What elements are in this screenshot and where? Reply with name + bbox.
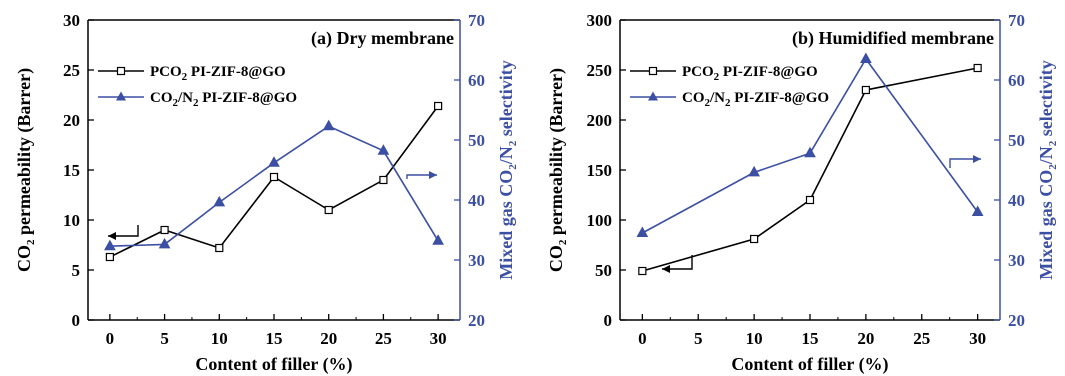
y-left-axis-label: CO2 permeability (Barrer): [14, 68, 37, 272]
data-point-triangle: [158, 237, 171, 249]
data-point-triangle: [213, 195, 226, 207]
series-line-2: [109, 125, 439, 247]
x-tick-label: 20: [857, 329, 874, 348]
data-point-square: [638, 266, 647, 276]
y-left-tick-label: 50: [595, 261, 612, 280]
x-tick-label: 5: [694, 329, 703, 348]
data-point-square: [324, 205, 333, 215]
x-tick-label: 5: [160, 329, 169, 348]
y-left-tick-label: 20: [63, 111, 80, 130]
y-left-tick-label: 15: [63, 161, 80, 180]
legend-label: PCO2 PI-ZIF-8@GO: [682, 64, 818, 83]
chart-panel-b: 0 5 10 15 20 25 300501001502002503002030405060…: [546, 11, 1059, 375]
data-point-square: [379, 175, 388, 185]
y-left-tick-label: 30: [63, 11, 80, 30]
y-right-tick-label: 20: [468, 311, 485, 330]
left-axis-arrow: [108, 225, 139, 237]
panel-label: (a) Dry membrane: [311, 28, 454, 49]
arrow-head: [973, 155, 981, 163]
data-point-triangle: [748, 165, 760, 177]
x-tick-label: 0: [638, 329, 647, 348]
x-tick-label: 25: [375, 329, 392, 348]
y-left-tick-label: 25: [63, 61, 80, 80]
y-right-tick-label: 60: [468, 71, 485, 90]
legend-label: CO2/N2 PI-ZIF-8@GO: [150, 90, 297, 109]
x-axis-label: Content of filler (%): [731, 354, 888, 375]
data-point-square: [434, 101, 443, 111]
y-right-axis-label: Mixed gas CO2/N2 selectivity: [496, 60, 519, 279]
arrow-head: [108, 232, 116, 240]
data-point-square: [215, 243, 224, 253]
data-point-triangle: [636, 226, 649, 237]
y-right-tick-label: 50: [1008, 131, 1025, 150]
data-point-triangle: [322, 119, 335, 131]
right-axis-arrow: [949, 158, 981, 168]
x-tick-label: 0: [106, 329, 115, 348]
y-right-axis-label: Mixed gas CO2/N2 selectivity: [1036, 60, 1059, 279]
legend-marker-triangle: [116, 91, 126, 101]
x-tick-label: 10: [746, 329, 763, 348]
y-left-tick-label: 0: [604, 311, 613, 330]
x-tick-label: 25: [913, 329, 930, 348]
y-left-tick-label: 0: [72, 311, 81, 330]
y-left-axis-label: CO2 permeability (Barrer): [546, 68, 569, 272]
x-tick-label: 30: [969, 329, 986, 348]
y-left-tick-label: 100: [587, 211, 613, 230]
data-point-square: [750, 234, 759, 244]
y-left-tick-label: 10: [63, 211, 80, 230]
x-tick-label: 15: [266, 329, 283, 348]
y-right-tick-label: 70: [1008, 11, 1025, 30]
y-left-tick-label: 150: [587, 161, 613, 180]
right-axis-arrow: [406, 174, 437, 179]
data-point-triangle: [860, 52, 872, 63]
y-right-tick-label: 70: [468, 11, 485, 30]
data-point-square: [269, 172, 279, 182]
data-point-triangle: [268, 156, 280, 167]
data-point-square: [861, 85, 870, 95]
y-right-tick-label: 20: [1008, 311, 1025, 330]
y-right-tick-label: 40: [468, 191, 485, 210]
arrow-head: [429, 171, 437, 179]
y-left-tick-label: 300: [587, 11, 613, 30]
legend-marker-triangle: [648, 91, 658, 101]
series-line-1: [109, 105, 439, 258]
panel-label: (b) Humidified membrane: [792, 28, 994, 49]
y-right-tick-label: 50: [468, 131, 485, 150]
y-right-tick-label: 60: [1008, 71, 1025, 90]
y-right-tick-label: 30: [468, 251, 485, 270]
y-right-tick-label: 40: [1008, 191, 1025, 210]
y-right-tick-label: 30: [1008, 251, 1025, 270]
data-point-square: [105, 252, 114, 262]
series-line-2: [641, 57, 979, 234]
data-point-triangle: [971, 205, 984, 216]
data-point-square: [160, 225, 169, 235]
x-tick-label: 10: [211, 329, 228, 348]
data-point-triangle: [104, 239, 116, 251]
data-point-triangle: [377, 144, 390, 155]
y-left-tick-label: 200: [587, 111, 613, 130]
x-tick-label: 20: [320, 329, 337, 348]
legend-marker-square: [116, 66, 126, 76]
data-point-square: [973, 63, 982, 73]
arrow-head: [662, 265, 670, 273]
y-left-tick-label: 250: [587, 61, 613, 80]
data-point-triangle: [432, 234, 444, 245]
chart-panel-a: 0 5 10 15 20 25 30 0 5 10 15 20 25 30 20 30 40 50 60 70 Cont…: [14, 11, 519, 375]
legend-label: CO2/N2 PI-ZIF-8@GO: [682, 90, 829, 109]
left-axis-arrow: [662, 255, 693, 270]
legend-marker-square: [648, 66, 658, 76]
data-point-triangle: [804, 146, 816, 158]
x-axis-label: Content of filler (%): [195, 354, 352, 375]
y-left-tick-label: 5: [72, 261, 81, 280]
x-tick-label: 30: [430, 329, 447, 348]
x-tick-label: 15: [802, 329, 819, 348]
legend-label: PCO2 PI-ZIF-8@GO: [150, 64, 286, 83]
data-point-square: [805, 195, 815, 205]
